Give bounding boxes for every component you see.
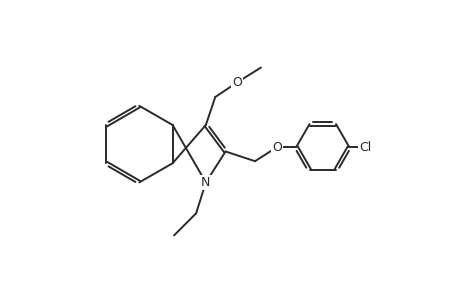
Text: N: N (201, 176, 210, 189)
Text: Cl: Cl (358, 141, 371, 154)
Text: O: O (232, 76, 242, 89)
Text: O: O (272, 141, 281, 154)
